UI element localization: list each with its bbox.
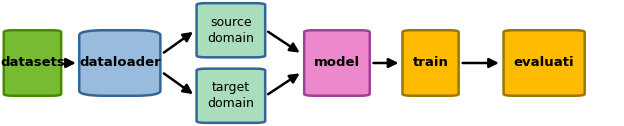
FancyBboxPatch shape	[197, 3, 265, 57]
FancyBboxPatch shape	[305, 30, 369, 96]
FancyBboxPatch shape	[402, 30, 459, 96]
Text: source
domain: source domain	[207, 16, 255, 45]
Text: evaluati: evaluati	[514, 56, 575, 70]
FancyBboxPatch shape	[4, 30, 61, 96]
Text: target
domain: target domain	[207, 81, 255, 110]
Text: datasets: datasets	[0, 56, 65, 70]
Text: train: train	[412, 56, 449, 70]
FancyBboxPatch shape	[197, 69, 265, 123]
Text: model: model	[314, 56, 360, 70]
FancyBboxPatch shape	[79, 30, 160, 96]
FancyBboxPatch shape	[504, 30, 585, 96]
Text: dataloader: dataloader	[79, 56, 161, 70]
